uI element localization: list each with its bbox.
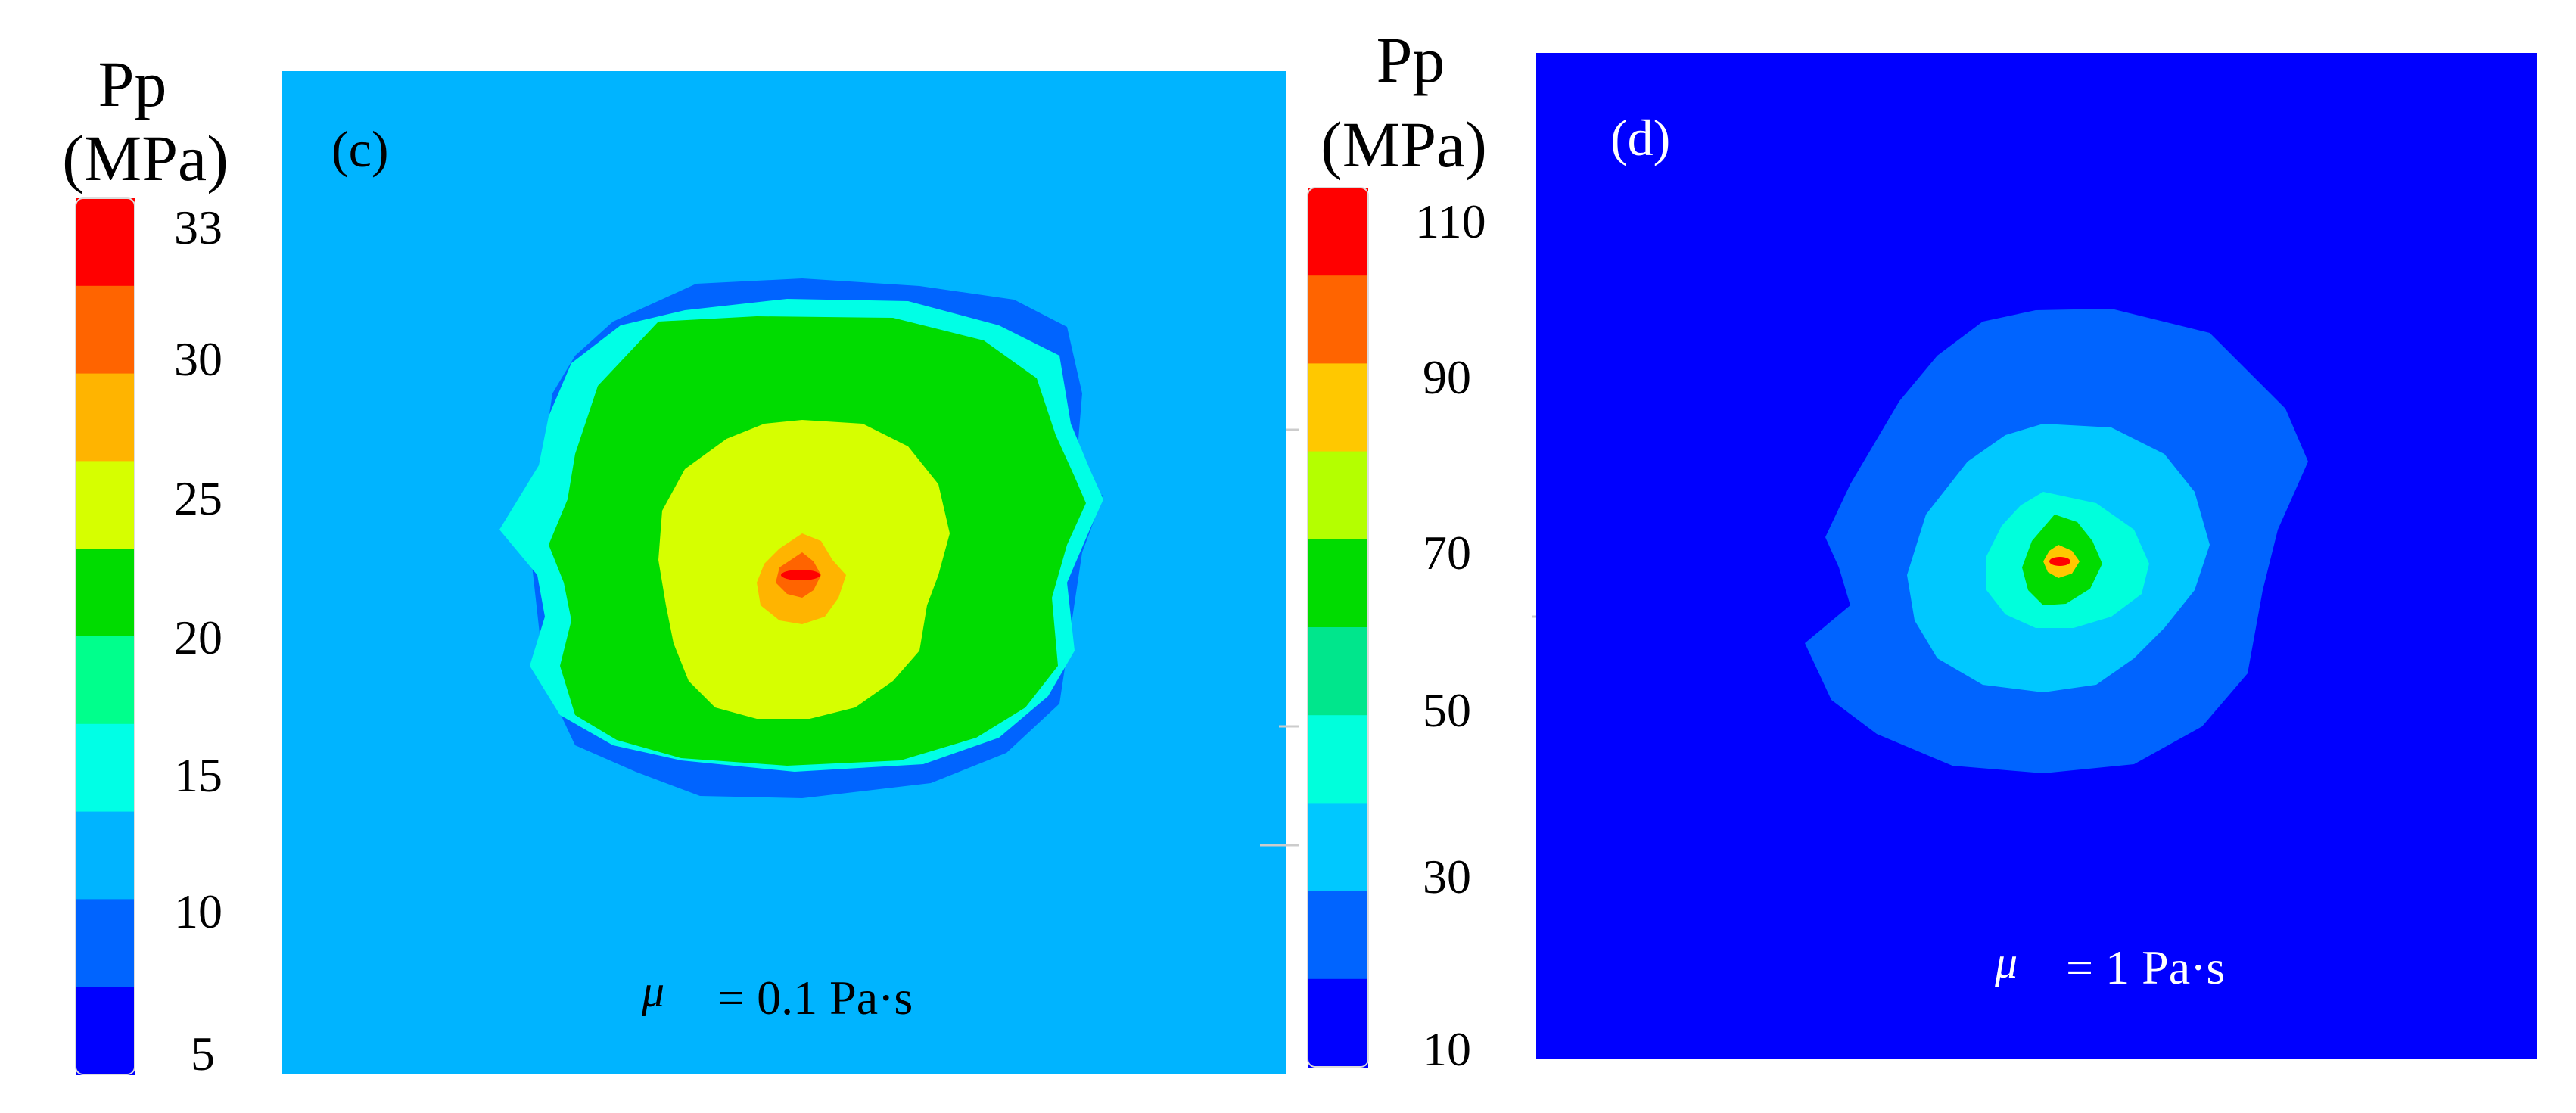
colorbar-d-swatch <box>1308 539 1368 628</box>
plot-d: (d) μ = 1 Pa·s <box>1536 53 2537 1059</box>
colorbar-d-title-line1: Pp <box>1377 23 1445 96</box>
colorbar-d-swatch <box>1308 978 1368 1068</box>
panel-c-label: (c) <box>331 120 388 178</box>
panel-c-viscosity-label: = 0.1 Pa·s <box>717 971 913 1024</box>
colorbar-d-tick-label: 10 <box>1423 1022 1471 1076</box>
colorbar-d-tick-label: 110 <box>1415 194 1486 248</box>
contour-d-peak <box>2049 557 2070 566</box>
colorbar-d-swatch <box>1308 715 1368 804</box>
colorbar-d-swatch <box>1308 363 1368 452</box>
colorbar-d-swatches <box>1307 187 1369 1068</box>
colorbar-d-swatch <box>1308 891 1368 980</box>
colorbar-d-swatch <box>1308 803 1368 892</box>
colorbar-c-tick-labels: 33 30 25 20 15 10 5 <box>174 201 222 1080</box>
colorbar-d-tick-label: 90 <box>1423 350 1471 404</box>
panel-c-viscosity-symbol: μ <box>641 966 664 1016</box>
plot-d-contours <box>1805 309 2308 773</box>
colorbar-d-tick-labels: 110 90 70 50 30 10 <box>1415 194 1486 1076</box>
colorbar-c-swatches <box>75 197 135 1075</box>
colorbar-c-swatch <box>76 811 135 900</box>
colorbar-c-tick-label: 10 <box>174 884 222 938</box>
panel-d-viscosity-symbol: μ <box>1994 937 2018 987</box>
colorbar-c-tick-label: 33 <box>174 201 222 254</box>
panel-d: Pp (MPa) 110 90 70 50 30 10 <box>1307 23 2537 1076</box>
colorbar-c-frame <box>75 197 135 1075</box>
colorbar-c-tick-label: 30 <box>174 332 222 386</box>
colorbar-c-title-line2: (MPa) <box>62 122 229 194</box>
colorbar-c-tick-label: 20 <box>174 611 222 664</box>
colorbar-c-swatch <box>76 285 135 375</box>
colorbar-d-tick-label: 30 <box>1423 850 1471 903</box>
colorbar-d-swatch <box>1308 627 1368 717</box>
colorbar-c-swatch <box>76 723 135 813</box>
colorbar-d-swatch <box>1308 188 1368 277</box>
colorbar-d-swatch <box>1308 275 1368 365</box>
panel-d-viscosity-label: = 1 Pa·s <box>2066 940 2225 994</box>
colorbar-d-swatch <box>1308 451 1368 540</box>
colorbar-c: Pp (MPa) 33 30 25 20 15 10 5 <box>62 48 229 1080</box>
colorbar-c-title-line1: Pp <box>98 48 167 120</box>
colorbar-c-swatch <box>76 461 135 550</box>
colorbar-c-swatch <box>76 899 135 988</box>
colorbar-d-frame <box>1307 187 1369 1068</box>
colorbar-c-tick-label: 25 <box>174 471 222 525</box>
colorbar-c-swatch <box>76 198 135 287</box>
colorbar-d-tick-label: 50 <box>1423 683 1471 737</box>
colorbar-d: Pp (MPa) 110 90 70 50 30 10 <box>1307 23 1487 1076</box>
contour-c-peak <box>781 570 820 580</box>
colorbar-c-swatch <box>76 987 135 1075</box>
plot-c-contours <box>499 278 1103 798</box>
colorbar-d-tick-label: 70 <box>1423 526 1471 580</box>
panel-c: Pp (MPa) 33 30 25 20 15 10 5 <box>62 48 1286 1080</box>
colorbar-c-swatch <box>76 549 135 637</box>
colorbar-c-tick-label: 15 <box>174 748 222 802</box>
colorbar-c-swatch <box>76 373 135 462</box>
colorbar-c-swatch <box>76 636 135 725</box>
colorbar-d-title-line2: (MPa) <box>1321 108 1487 181</box>
colorbar-c-tick-label: 5 <box>191 1027 215 1080</box>
plot-c: (c) μ = 0.1 Pa·s <box>282 71 1286 1074</box>
panel-d-label: (d) <box>1610 109 1670 166</box>
